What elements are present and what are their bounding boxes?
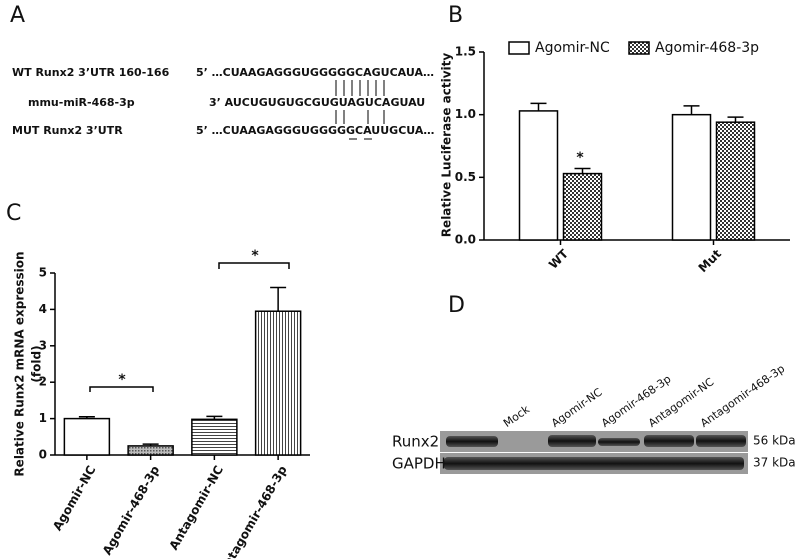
lane-label: Mock [501,402,532,429]
lane-label: Agomir-NC [549,385,605,430]
y-tick-label: 0.5 [455,170,476,184]
y-tick-label: 0 [39,448,47,462]
y-tick-label: 3 [39,338,47,352]
error-bar [574,167,591,174]
y-tick-label: 1.5 [455,45,476,59]
bar [671,113,712,241]
y-tick-label: 1 [39,411,47,425]
significance-bracket [89,386,154,392]
seq-label: mmu-miR-468-3p [28,96,135,109]
annotation: * [576,150,584,166]
blot-row-label: GAPDH [392,455,446,473]
legend-label: Agomir-468-3p [655,40,759,56]
error-bar [142,443,159,446]
error-bar [683,105,700,115]
y-tick-label: 1.0 [455,107,476,121]
bar [127,445,174,456]
y-tick-label: 2 [39,375,47,389]
sequence: 5’ …CUAAGAGGGUGGGGGCAUUGCUA… [196,124,434,137]
annotation: * [118,372,126,388]
x-tick-label: Antagomir-NC [166,463,226,552]
y-tick-label: 0.0 [455,233,476,247]
bar [254,310,302,456]
sequence-panel: WT Runx2 3’UTR 160-166 5’ …CUAAGAGGGUGGG… [12,66,434,140]
sequence: 5’ …CUAAGAGGGUGGGGGCAGUCAUA… [196,66,434,79]
panel-label: A [10,3,25,28]
bar [518,110,559,241]
seq-label: WT Runx2 3’UTR 160-166 [12,66,170,79]
bands [444,435,746,470]
significance-bracket [218,262,290,269]
y-tick-label: 4 [39,302,47,316]
seq-label: MUT Runx2 3’UTR [12,124,123,137]
y-axis-label: Relative Luciferase activity [440,53,454,238]
panel-label: D [448,293,465,318]
blot-size: 56 kDa [753,434,796,448]
x-tick-label: WT [546,246,572,272]
panel-label: B [448,3,463,28]
y-axis-label: Relative Runx2 mRNA expression [13,251,27,476]
annotation: * [251,248,259,264]
y-axis-label: (fold) [30,345,44,382]
blot-size: 37 kDa [753,456,796,470]
pairing-lines [335,80,385,140]
x-tick-label: Antagomir-468-3p [216,463,290,559]
bar [715,121,756,241]
error-bar [270,286,287,312]
legend-swatch [628,41,650,55]
error-bar [530,102,547,111]
x-tick-label: Mut [696,247,725,276]
y-tick-label: 5 [39,266,47,280]
bar [63,417,111,456]
x-tick-label: Agomir-468-3p [100,463,163,557]
blot-row-label: Runx2 [392,433,439,451]
bar [562,172,603,241]
error-bar [78,416,95,419]
lane-label: Antagomir-468-3p [698,362,787,430]
sequence: 3’ AUCUGUGUGCGUGUAGUCAGUAU [209,96,425,109]
x-tick-label: Agomir-NC [50,463,98,533]
legend-label: Agomir-NC [535,40,610,56]
panel-label: C [6,201,21,226]
legend-swatch [508,41,530,55]
bar [191,418,238,456]
blot [440,431,748,474]
error-bar [206,415,223,420]
error-bar [727,116,744,123]
